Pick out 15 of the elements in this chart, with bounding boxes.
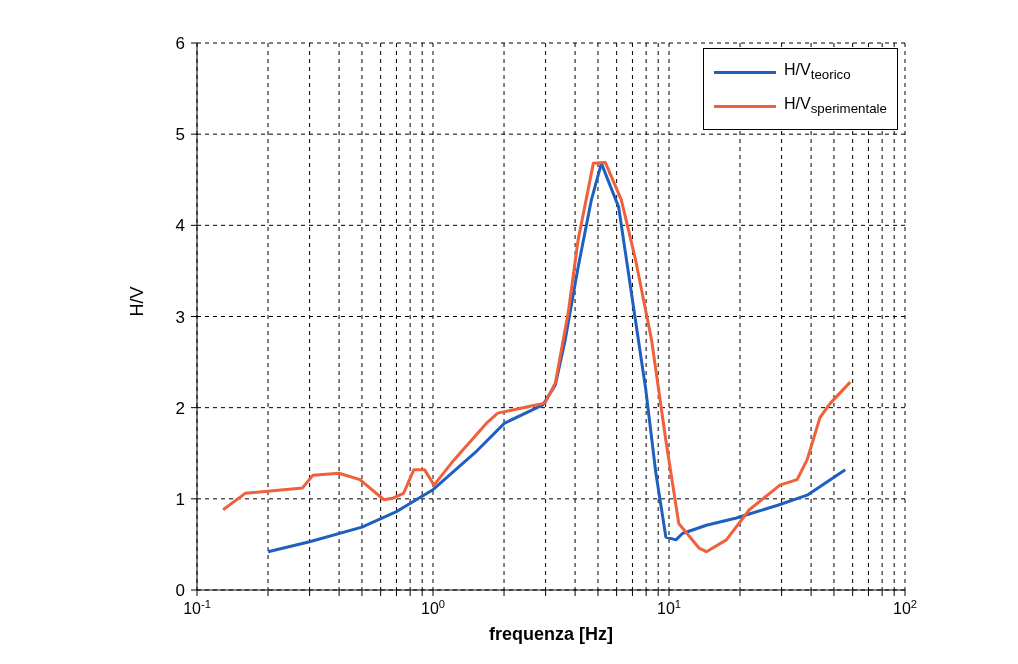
- x-tick-label: 10$^{1}$: [656, 598, 682, 617]
- y-tick-label: 4: [175, 216, 185, 236]
- x-tick-label: 10$^{0}$: [420, 598, 446, 617]
- y-tick-label: 2: [175, 398, 185, 418]
- legend-label: H/V$_{teorico}$: [784, 61, 851, 83]
- y-tick-label: 3: [175, 307, 185, 327]
- y-tick-label: 6: [175, 34, 185, 53]
- x-tick-label: 10$^{2}$: [892, 598, 918, 617]
- y-tick-label: 1: [175, 489, 185, 509]
- x-axis-title: frequenza [Hz]: [488, 624, 614, 644]
- y-tick-label: 5: [175, 125, 185, 145]
- x-tick-label: 10$^{-1}$: [183, 598, 211, 617]
- y-tick-label: 0: [175, 581, 185, 600]
- y-axis-title: H/V: [127, 286, 148, 317]
- legend-label: H/V$_{sperimentale}$: [784, 95, 887, 117]
